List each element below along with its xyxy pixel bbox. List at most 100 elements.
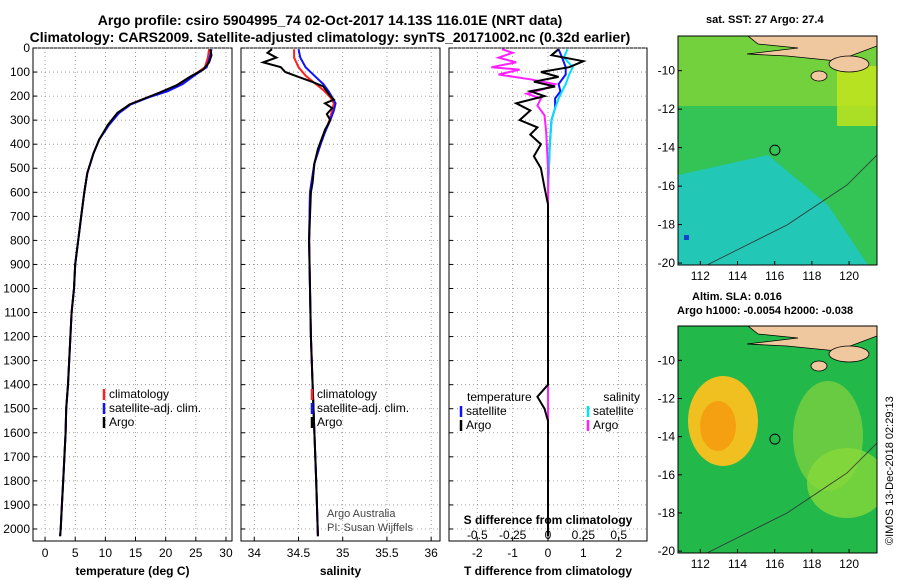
legend-label: satellite-adj. clim. [109, 401, 201, 415]
sla-map-panel: 112 114 116 118 120 -10 -12 -14 -16 -18 -20 [658, 325, 878, 571]
depth-tick-label: 1900 [3, 498, 30, 512]
sla-map-title-line-1: Altim. SLA: 0.016 [692, 291, 782, 303]
legend-label: climatology [317, 387, 377, 401]
lat-tick-label: -14 [658, 430, 676, 444]
x-tick2-label: 0 [545, 528, 552, 542]
sla-bathymetry-contour [706, 442, 877, 553]
x-tick-label: 5 [72, 546, 79, 560]
sst-map-frame [677, 35, 878, 266]
x-tick-label: 15 [129, 546, 143, 560]
sst-map-panel: 112 114 116 118 120 -10 -12 -14 -16 -18 -20 [658, 35, 878, 283]
depth-tick-label: 700 [10, 209, 30, 223]
x-tick-label: 0 [545, 546, 552, 560]
depth-tick-label: 1600 [3, 426, 30, 440]
legend-label: climatology [109, 387, 169, 401]
depth-tick-label: 0 [23, 41, 30, 55]
x-tick-label: 0 [42, 546, 49, 560]
panel-salinity: 34 34.5 35 35.5 36 salinity climatologysatelli… [240, 47, 441, 578]
panel-frame [32, 47, 233, 542]
depth-tick-label: 2000 [3, 522, 30, 536]
sla-island [810, 360, 828, 372]
lat-tick-label: -10 [658, 353, 676, 367]
lon-tick-label: 114 [728, 557, 747, 571]
depth-tick-label: 1100 [4, 306, 30, 320]
legend-label: satellite [466, 404, 507, 418]
x-tick2-label: 0.5 [610, 528, 627, 542]
x-tick-label: 35 [336, 546, 350, 560]
x-tick-label: 34.5 [287, 546, 311, 560]
depth-tick-label: 100 [10, 65, 30, 79]
depth-tick-label: 400 [10, 137, 30, 151]
panel-frame [240, 47, 441, 542]
lat-tick-label: -18 [658, 506, 676, 520]
lat-tick-label: -20 [658, 256, 676, 270]
lat-tick-label: -12 [658, 391, 676, 405]
x-tick-label: -1 [507, 546, 518, 560]
lon-tick-label: 114 [728, 269, 747, 283]
sst-island [810, 70, 828, 82]
sst-cool-patch [678, 155, 868, 265]
lon-tick-label: 116 [765, 557, 784, 571]
lat-tick-label: -20 [658, 544, 676, 558]
copyright-stamp: ©IMOS 13-Dec-2018 02:29:13 [884, 396, 896, 545]
depth-tick-label: 1700 [3, 450, 30, 464]
legend-label: satellite-adj. clim. [317, 401, 409, 415]
depth-tick-label: 1000 [3, 281, 30, 295]
series-t-argo [513, 48, 587, 537]
sla-island [828, 345, 870, 363]
legend-title-salinity: salinity [603, 390, 640, 404]
sst-island [828, 55, 870, 73]
sst-warm-band [678, 36, 877, 106]
sla-mid-anomaly [793, 381, 863, 491]
lat-tick-label: -18 [658, 218, 676, 232]
panel-difference: -2 -1 0 1 2 T difference from climatology temp… [448, 47, 648, 578]
lon-tick-label: 120 [839, 269, 859, 283]
x-tick-label: 20 [159, 546, 173, 560]
annotation-line-1: Argo Australia [327, 508, 396, 520]
x-tick2-label: 0.25 [572, 528, 596, 542]
lon-tick-label: 112 [691, 269, 710, 283]
series-argo [259, 48, 336, 537]
x-tick2-label: -0.25 [499, 528, 527, 542]
depth-tick-label: 1800 [3, 474, 30, 488]
lat-tick-label: -10 [658, 64, 676, 78]
figure-title-line-2: Climatology: CARS2009. Satellite-adjuste… [29, 29, 631, 45]
float-position-marker [769, 433, 781, 445]
legend-label: Argo [109, 415, 135, 429]
legend-label: Argo [593, 418, 619, 432]
lat-tick-label: -16 [658, 468, 676, 482]
x-tick-label: 2 [615, 546, 622, 560]
sst-warm-patch [837, 66, 877, 126]
legend-label: Argo [466, 418, 492, 432]
depth-tick-label: 1300 [3, 354, 30, 368]
sst-land-north [746, 36, 877, 62]
sla-mid-anomaly-2 [807, 448, 877, 518]
x-tick-label: 25 [189, 546, 203, 560]
figure-title-line-1: Argo profile: csiro 5904995_74 02-Oct-20… [97, 12, 563, 28]
x-tick-label: 34 [248, 546, 262, 560]
annotation-line-2: PI: Susan Wijffels [327, 522, 413, 534]
x-tick2-label: -0.5 [467, 528, 488, 542]
panel-temperature: 0 5 10 15 20 25 30 temperature (deg C) climatolo… [32, 47, 233, 578]
sst-field [678, 36, 877, 265]
legend-label: Argo [317, 415, 343, 429]
sla-land-north [746, 326, 877, 352]
x-tick-label: 35.5 [375, 546, 399, 560]
depth-tick-label: 900 [10, 257, 30, 271]
depth-tick-label: 300 [10, 113, 30, 127]
x-axis-label: temperature (deg C) [75, 564, 189, 578]
lon-tick-label: 118 [802, 269, 821, 283]
lon-tick-label: 112 [691, 557, 710, 571]
lat-tick-label: -12 [658, 102, 676, 116]
x-axis-label: T difference from climatology [464, 564, 632, 578]
sla-field [678, 326, 877, 553]
x-tick-label: 36 [424, 546, 438, 560]
x-tick-label: 10 [99, 546, 113, 560]
lat-tick-label: -14 [658, 141, 676, 155]
depth-tick-label: 1200 [3, 330, 30, 344]
sla-high-anomaly [688, 376, 758, 466]
depth-tick-label: 600 [10, 185, 30, 199]
sla-map-frame [677, 325, 878, 554]
lon-tick-label: 118 [802, 557, 821, 571]
lon-tick-label: 116 [765, 269, 784, 283]
